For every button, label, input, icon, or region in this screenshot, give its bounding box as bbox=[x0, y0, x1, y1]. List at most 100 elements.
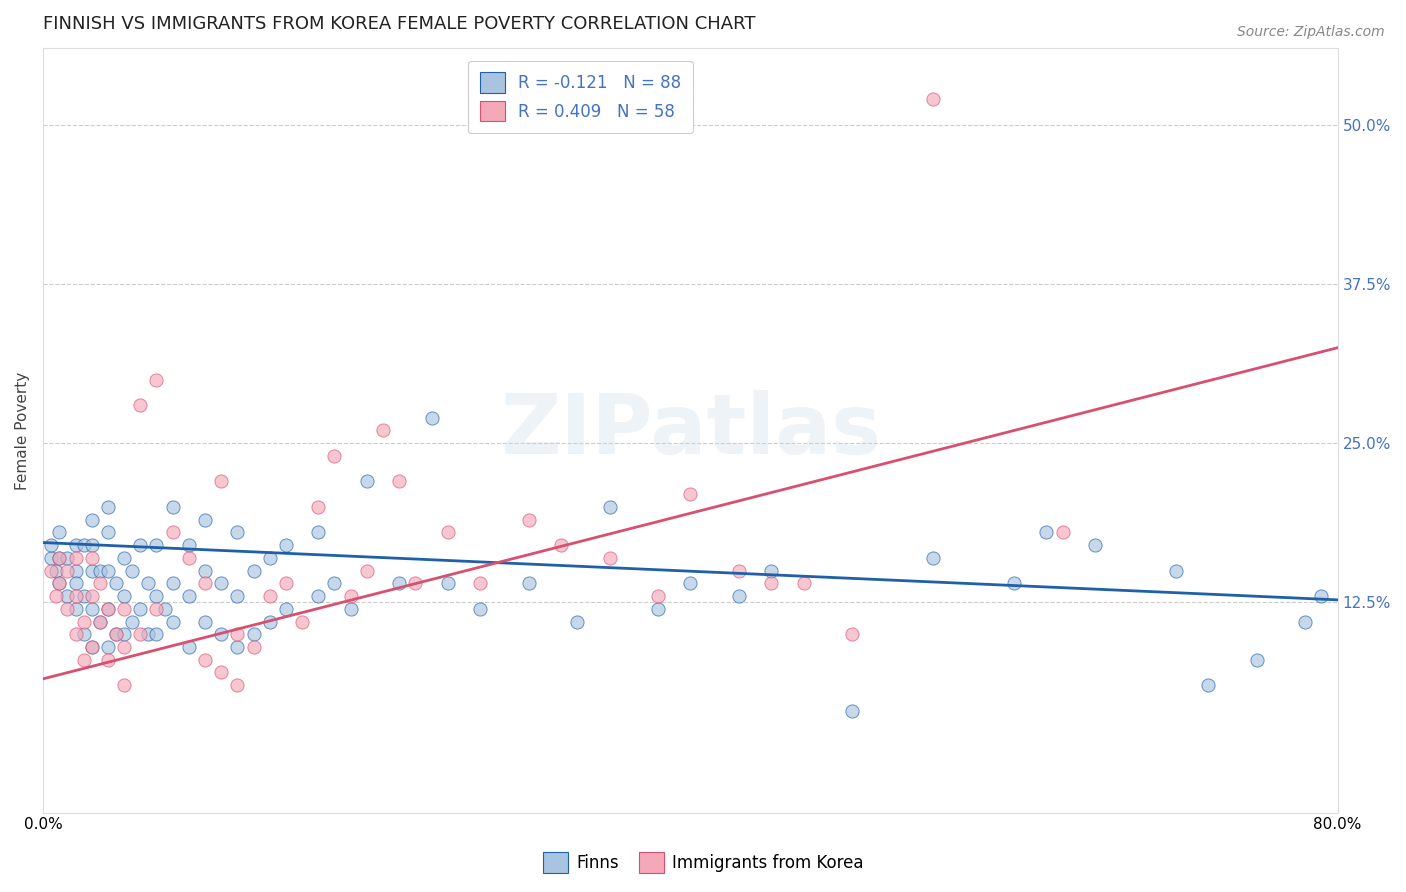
Point bbox=[323, 576, 346, 591]
Point bbox=[517, 513, 540, 527]
Point bbox=[565, 615, 588, 629]
Point bbox=[177, 640, 200, 654]
Point bbox=[468, 576, 491, 591]
Point bbox=[1002, 576, 1025, 591]
Point bbox=[112, 601, 135, 615]
Point bbox=[138, 627, 160, 641]
Point bbox=[209, 576, 232, 591]
Point bbox=[194, 615, 217, 629]
Point bbox=[121, 564, 143, 578]
Point bbox=[72, 627, 94, 641]
Point bbox=[371, 424, 394, 438]
Point bbox=[48, 550, 70, 565]
Point bbox=[145, 373, 167, 387]
Point bbox=[72, 589, 94, 603]
Point bbox=[841, 704, 863, 718]
Point bbox=[89, 564, 111, 578]
Point bbox=[436, 525, 458, 540]
Point bbox=[209, 627, 232, 641]
Point bbox=[105, 627, 128, 641]
Point bbox=[550, 538, 572, 552]
Point bbox=[129, 627, 152, 641]
Point bbox=[177, 589, 200, 603]
Point bbox=[97, 653, 120, 667]
Point bbox=[194, 564, 217, 578]
Point bbox=[194, 576, 217, 591]
Point bbox=[761, 576, 783, 591]
Point bbox=[1246, 653, 1268, 667]
Point bbox=[80, 550, 103, 565]
Point bbox=[97, 601, 120, 615]
Point bbox=[56, 550, 79, 565]
Point bbox=[647, 589, 669, 603]
Point bbox=[274, 538, 297, 552]
Point bbox=[65, 589, 87, 603]
Point bbox=[728, 564, 751, 578]
Point bbox=[80, 640, 103, 654]
Point bbox=[307, 525, 329, 540]
Point bbox=[112, 640, 135, 654]
Point bbox=[841, 627, 863, 641]
Point bbox=[226, 640, 249, 654]
Point bbox=[226, 525, 249, 540]
Point bbox=[356, 564, 378, 578]
Point bbox=[97, 601, 120, 615]
Point bbox=[72, 653, 94, 667]
Point bbox=[291, 615, 314, 629]
Point bbox=[1294, 615, 1316, 629]
Point bbox=[242, 627, 264, 641]
Point bbox=[48, 576, 70, 591]
Point bbox=[105, 576, 128, 591]
Point bbox=[97, 564, 120, 578]
Point bbox=[209, 665, 232, 680]
Point bbox=[56, 601, 79, 615]
Point bbox=[145, 589, 167, 603]
Point bbox=[356, 475, 378, 489]
Point bbox=[80, 513, 103, 527]
Point bbox=[209, 475, 232, 489]
Point bbox=[259, 589, 281, 603]
Point bbox=[274, 601, 297, 615]
Point bbox=[65, 564, 87, 578]
Point bbox=[1310, 589, 1333, 603]
Point bbox=[145, 601, 167, 615]
Point bbox=[97, 640, 120, 654]
Point bbox=[436, 576, 458, 591]
Point bbox=[56, 564, 79, 578]
Point bbox=[194, 513, 217, 527]
Point bbox=[162, 525, 184, 540]
Point bbox=[728, 589, 751, 603]
Point bbox=[242, 564, 264, 578]
Point bbox=[45, 589, 67, 603]
Point bbox=[112, 627, 135, 641]
Point bbox=[89, 576, 111, 591]
Point bbox=[1164, 564, 1187, 578]
Point bbox=[307, 500, 329, 514]
Point bbox=[679, 487, 702, 501]
Point bbox=[647, 601, 669, 615]
Point bbox=[121, 615, 143, 629]
Point bbox=[339, 589, 361, 603]
Point bbox=[177, 550, 200, 565]
Point bbox=[1035, 525, 1057, 540]
Point bbox=[404, 576, 426, 591]
Point bbox=[39, 564, 62, 578]
Point bbox=[162, 576, 184, 591]
Point bbox=[388, 475, 411, 489]
Point bbox=[194, 653, 217, 667]
Point bbox=[226, 589, 249, 603]
Point bbox=[1084, 538, 1107, 552]
Point bbox=[679, 576, 702, 591]
Point bbox=[80, 589, 103, 603]
Point bbox=[177, 538, 200, 552]
Point bbox=[922, 92, 945, 106]
Point bbox=[80, 640, 103, 654]
Point bbox=[388, 576, 411, 591]
Point bbox=[599, 550, 621, 565]
Point bbox=[48, 525, 70, 540]
Point bbox=[129, 398, 152, 412]
Point bbox=[259, 615, 281, 629]
Point bbox=[129, 538, 152, 552]
Point bbox=[339, 601, 361, 615]
Point bbox=[45, 564, 67, 578]
